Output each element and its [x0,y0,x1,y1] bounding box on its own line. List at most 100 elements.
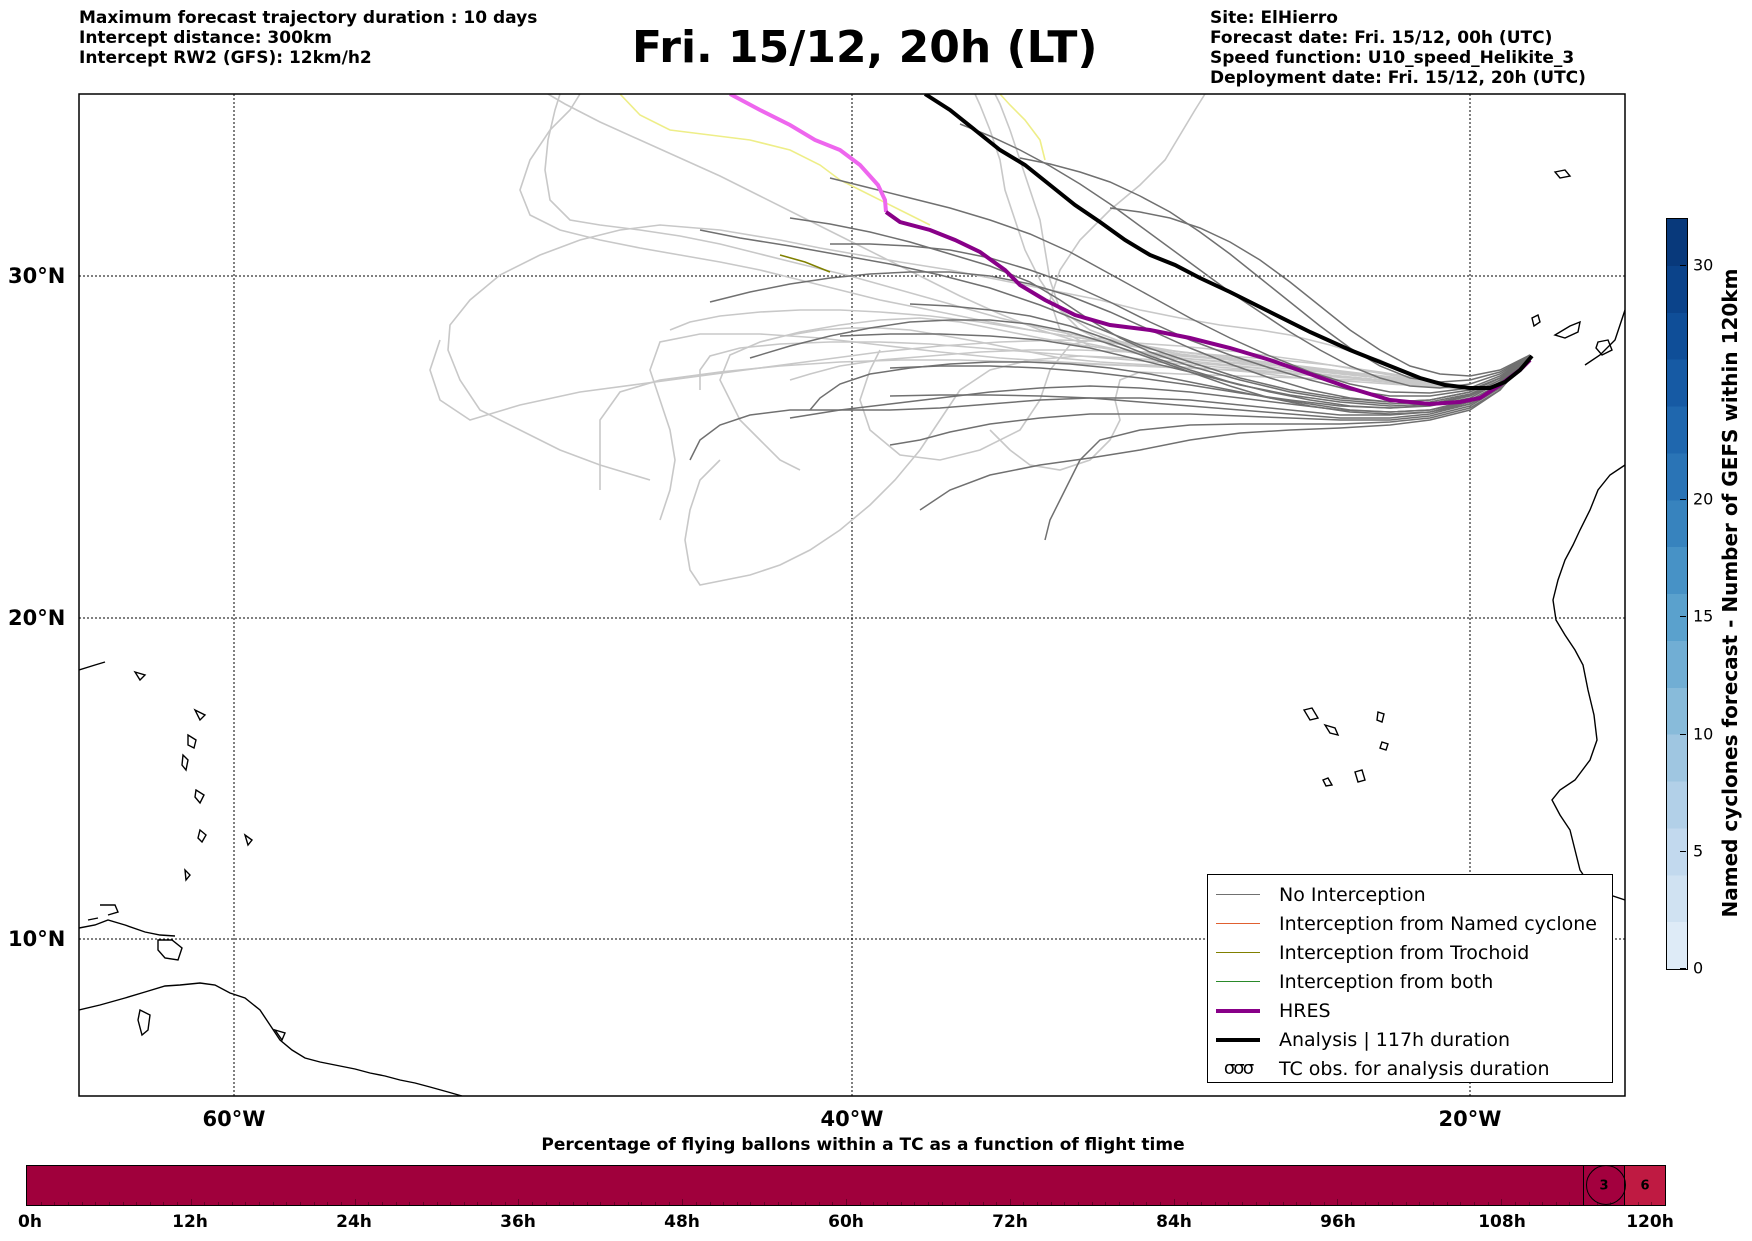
south-america-coast [79,982,463,1096]
legend-label: No Interception [1279,883,1426,906]
coastlines [79,169,1625,1096]
bar-tick [1146,1202,1148,1205]
colorbar-tick-mark [1680,499,1686,501]
bar-tick [1078,1202,1080,1205]
bar-tick [245,1202,247,1205]
map-frame [78,93,1626,1097]
hres-trajectory [884,210,1532,407]
west-africa-coast [1551,464,1625,901]
bar-tick [477,1202,479,1205]
bar-tick [559,1202,561,1205]
bar-tick [914,1202,916,1205]
bar-tick [709,1202,711,1205]
bar-tick [791,1202,793,1205]
bar-tick [163,1202,165,1205]
bar-tick [1392,1202,1393,1205]
bar-time-label: 48h [664,1212,700,1232]
lat-label-30n: 30°N [8,264,66,288]
bar-tick [846,1199,847,1205]
bar-time-label: 36h [500,1212,536,1232]
bar-tick [422,1202,424,1205]
bar-tick [1323,1202,1325,1205]
bar-tick [1296,1202,1298,1205]
bar-tick [723,1202,725,1205]
cape-verde-islands [1302,707,1389,787]
bar-tick [1351,1202,1353,1205]
bar-tick [504,1202,506,1205]
colorbar-tick-label: 10 [1693,724,1714,744]
bar-tick [1378,1202,1380,1205]
bar-tick [1009,1199,1011,1205]
bar-tick [764,1202,766,1205]
lat-label-10n: 10°N [8,927,66,951]
bar-segment [27,1166,1584,1205]
bar-tick [873,1202,875,1205]
tc-marker-circle [1585,1165,1626,1205]
bar-tick [805,1202,807,1205]
bar-tick [286,1202,288,1205]
bar-tick [545,1202,547,1205]
bar-tick [654,1202,656,1205]
bar-tick [1132,1202,1134,1205]
bar-tick [204,1202,206,1205]
bar-tick [272,1202,274,1205]
legend-item-both: Interception from both [1216,967,1612,996]
bar-tick [40,1202,42,1205]
segment-value: 6 [1640,1178,1650,1193]
bar-tick [67,1202,69,1205]
bar-time-label: 96h [1320,1212,1356,1232]
bar-tick [1200,1202,1202,1205]
madeira-island [1553,169,1572,179]
legend-item-analysis: Analysis | 117h duration [1216,1025,1612,1054]
bar-tick [381,1202,383,1205]
bar-tick [463,1202,465,1205]
lat-label-20n: 20°N [8,606,66,630]
bar-tick [1159,1202,1161,1205]
bar-tick [1473,1202,1475,1205]
legend-label: Interception from both [1279,970,1494,993]
bar-tick [1487,1202,1489,1205]
bar-time-label: 72h [992,1212,1028,1232]
bar-tick [122,1202,124,1205]
bar-tick [627,1202,629,1205]
map-legend: No Interception Interception from Named … [1207,874,1613,1083]
speed-function-text: Speed function: U10_speed_Helikite_3 [1210,48,1575,68]
bar-tick [354,1199,356,1205]
bar-tick [1555,1202,1557,1205]
legend-line-icon [1216,1008,1260,1013]
deployment-date-text: Deployment date: Fri. 15/12, 20h (UTC) [1210,68,1586,88]
bar-tick [95,1202,97,1205]
header-right-info: Site: ElHierro Forecast date: Fri. 15/12… [1210,8,1586,88]
bar-tick [1337,1199,1339,1205]
bar-tick [340,1202,342,1205]
bar-tick [395,1202,397,1205]
bar-tick [1419,1202,1421,1205]
bar-tick [818,1202,820,1205]
legend-label: HRES [1279,999,1331,1022]
lon-label-60w: 60°W [202,1107,266,1131]
bar-tick [572,1202,574,1205]
legend-line-icon [1216,1037,1260,1042]
bar-tick [641,1202,643,1205]
colorbar-tick-mark [1680,850,1686,852]
bar-tick [1091,1202,1093,1205]
colorbar-tick-mark [1680,968,1686,969]
bar-tick [1651,1202,1653,1205]
bar-tick [586,1202,588,1205]
bar-tick [409,1202,411,1205]
lesser-antilles [133,670,254,882]
bar-tick [955,1202,957,1205]
bar-tick [1118,1202,1120,1205]
bar-tick [259,1202,261,1205]
bar-tick [1064,1202,1066,1205]
legend-label: Interception from Named cyclone [1279,912,1597,935]
bar-time-label: 24h [336,1212,372,1232]
bar-tick [668,1202,670,1205]
colorbar-tick-mark [1680,616,1686,618]
analysis-trajectory [923,94,1534,390]
bar-tick [436,1202,438,1205]
colorbar [1666,218,1688,970]
bar-time-label: 12h [172,1212,208,1232]
header-left-info: Maximum forecast trajectory duration : 1… [79,8,537,68]
